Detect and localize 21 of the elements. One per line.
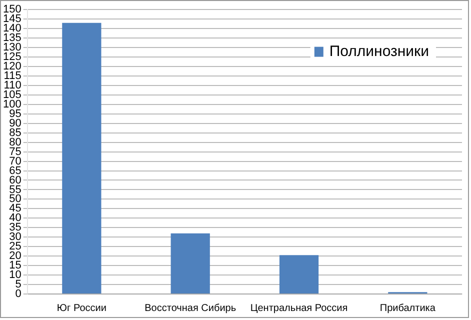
- y-tick-label: 95: [9, 108, 22, 120]
- y-tick-label: 80: [9, 136, 22, 148]
- y-tick-label: 75: [9, 146, 22, 158]
- y-tick-label: 85: [9, 126, 22, 139]
- x-tick-label: Прибалтика: [380, 302, 436, 314]
- y-tick-label: 65: [9, 164, 22, 177]
- y-tick-label: 0: [15, 288, 22, 300]
- y-tick-label: 90: [9, 117, 22, 130]
- x-tick-label: Юг России: [56, 302, 106, 314]
- y-tick-label: 115: [4, 70, 22, 82]
- legend-label: Поллинозники: [329, 42, 430, 60]
- y-tick-label: 110: [4, 79, 22, 92]
- y-tick-label: 70: [9, 155, 22, 168]
- x-tick-label: Центральная Россия: [250, 302, 348, 314]
- x-tick-label: Воссточная Сибирь: [144, 302, 236, 314]
- bar: [279, 255, 319, 294]
- bar: [170, 233, 210, 294]
- y-tick-label: 105: [2, 88, 22, 101]
- y-tick-label: 60: [9, 174, 22, 186]
- y-tick-label: 100: [2, 98, 22, 110]
- bar: [62, 22, 102, 294]
